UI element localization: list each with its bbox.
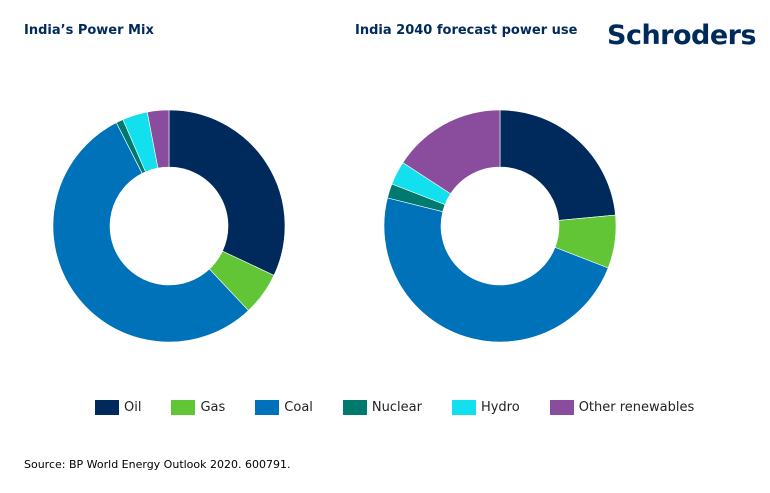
legend-label: Coal: [284, 400, 313, 415]
slice-other-renewables: [146, 109, 170, 169]
slice-oil: [499, 109, 616, 221]
slice-other-renewables: [402, 109, 501, 195]
slice-coal: [52, 122, 249, 343]
legend-swatch: [171, 400, 196, 415]
chart-title-2040-forecast: India 2040 forecast power use: [355, 23, 578, 38]
legend-label: Other renewables: [578, 400, 695, 415]
legend-label: Nuclear: [371, 400, 422, 415]
slice-oil: [168, 109, 286, 276]
legend-item-hydro: Hydro: [451, 400, 520, 415]
legend-label: Hydro: [480, 400, 520, 415]
legend-item-coal: Coal: [255, 400, 313, 415]
legend-swatch: [549, 400, 574, 415]
donut-2040-forecast: [383, 109, 617, 343]
schroders-logo: Schroders: [607, 20, 757, 51]
chart-title-power-mix: India’s Power Mix: [24, 23, 154, 38]
legend-swatch: [95, 400, 119, 415]
source-note: Source: BP World Energy Outlook 2020. 60…: [24, 458, 291, 471]
legend-swatch: [451, 400, 476, 415]
legend-item-gas: Gas: [171, 400, 225, 415]
legend-swatch: [255, 400, 280, 415]
legend-swatch: [342, 400, 367, 415]
slice-coal: [383, 197, 609, 343]
legend-item-other-renewables: Other renewables: [549, 400, 695, 415]
legend-label: Oil: [124, 400, 142, 415]
legend-label: Gas: [200, 400, 226, 415]
legend-item-nuclear: Nuclear: [342, 400, 422, 415]
donut-power-mix: [52, 109, 286, 343]
legend: Oil Gas Coal Nuclear Hydro Other renewables: [95, 400, 724, 415]
legend-item-oil: Oil: [95, 400, 141, 415]
